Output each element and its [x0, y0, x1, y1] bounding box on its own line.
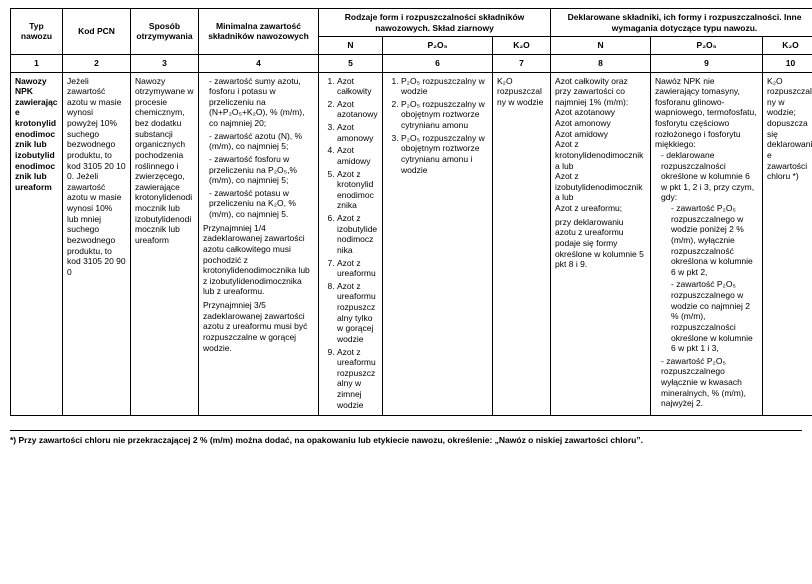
th-p2o5b: P₂O₅	[651, 37, 763, 55]
cell-n-forms: Azot całkowity Azot azotanowy Azot amono…	[319, 72, 383, 416]
table-row: Nawozy NPK zawierające krotonylidenodimo…	[11, 72, 812, 416]
th-typ: Typ nawozu	[11, 9, 63, 55]
th-min: Minimalna zawartość składników nawozowyc…	[199, 9, 319, 55]
th-n1: N	[319, 37, 383, 55]
colnum: 1	[11, 54, 63, 72]
colnum: 8	[551, 54, 651, 72]
cell-k2o-declared: K₂O rozpuszczalny w wodzie; dopuszcza si…	[763, 72, 812, 416]
th-kod: Kod PCN	[63, 9, 131, 55]
colnum: 3	[131, 54, 199, 72]
footnote: *) Przy zawartości chloru nie przekracza…	[10, 430, 802, 445]
colnum: 4	[199, 54, 319, 72]
th-k2o-a: K₂O	[493, 37, 551, 55]
colnum: 2	[63, 54, 131, 72]
cell-k2o-forms: K₂O rozpuszczalny w wodzie	[493, 72, 551, 416]
colnum: 6	[383, 54, 493, 72]
cell-min: zawartość sumy azotu, fosforu i potasu w…	[199, 72, 319, 416]
th-n2: N	[551, 37, 651, 55]
colnum: 5	[319, 54, 383, 72]
colnum: 7	[493, 54, 551, 72]
colnum: 10	[763, 54, 812, 72]
colnum: 9	[651, 54, 763, 72]
cell-sposob: Nawozy otrzymywane w procesie chemicznym…	[131, 72, 199, 416]
cell-p2o5-forms: P₂O₅ rozpuszczalny w wodzie P₂O₅ rozpusz…	[383, 72, 493, 416]
fertilizer-table: Typ nawozu Kod PCN Sposób otrzymywania M…	[10, 8, 812, 416]
th-p2o5a: P₂O₅	[383, 37, 493, 55]
cell-n-declared: Azot całkowity oraz przy zawartości co n…	[551, 72, 651, 416]
cell-kod: Jeżeli zawartość azotu w masie wynosi po…	[63, 72, 131, 416]
cell-typ: Nawozy NPK zawierające krotonylidenodimo…	[11, 72, 63, 416]
cell-p2o5-declared: Nawóz NPK nie zawierający tomasyny, fosf…	[651, 72, 763, 416]
th-group1: Rodzaje form i rozpuszczalności składnik…	[319, 9, 551, 37]
th-k2o-b: K₂O	[763, 37, 812, 55]
th-group2: Deklarowane składniki, ich formy i rozpu…	[551, 9, 812, 37]
th-sposob: Sposób otrzymywania	[131, 9, 199, 55]
